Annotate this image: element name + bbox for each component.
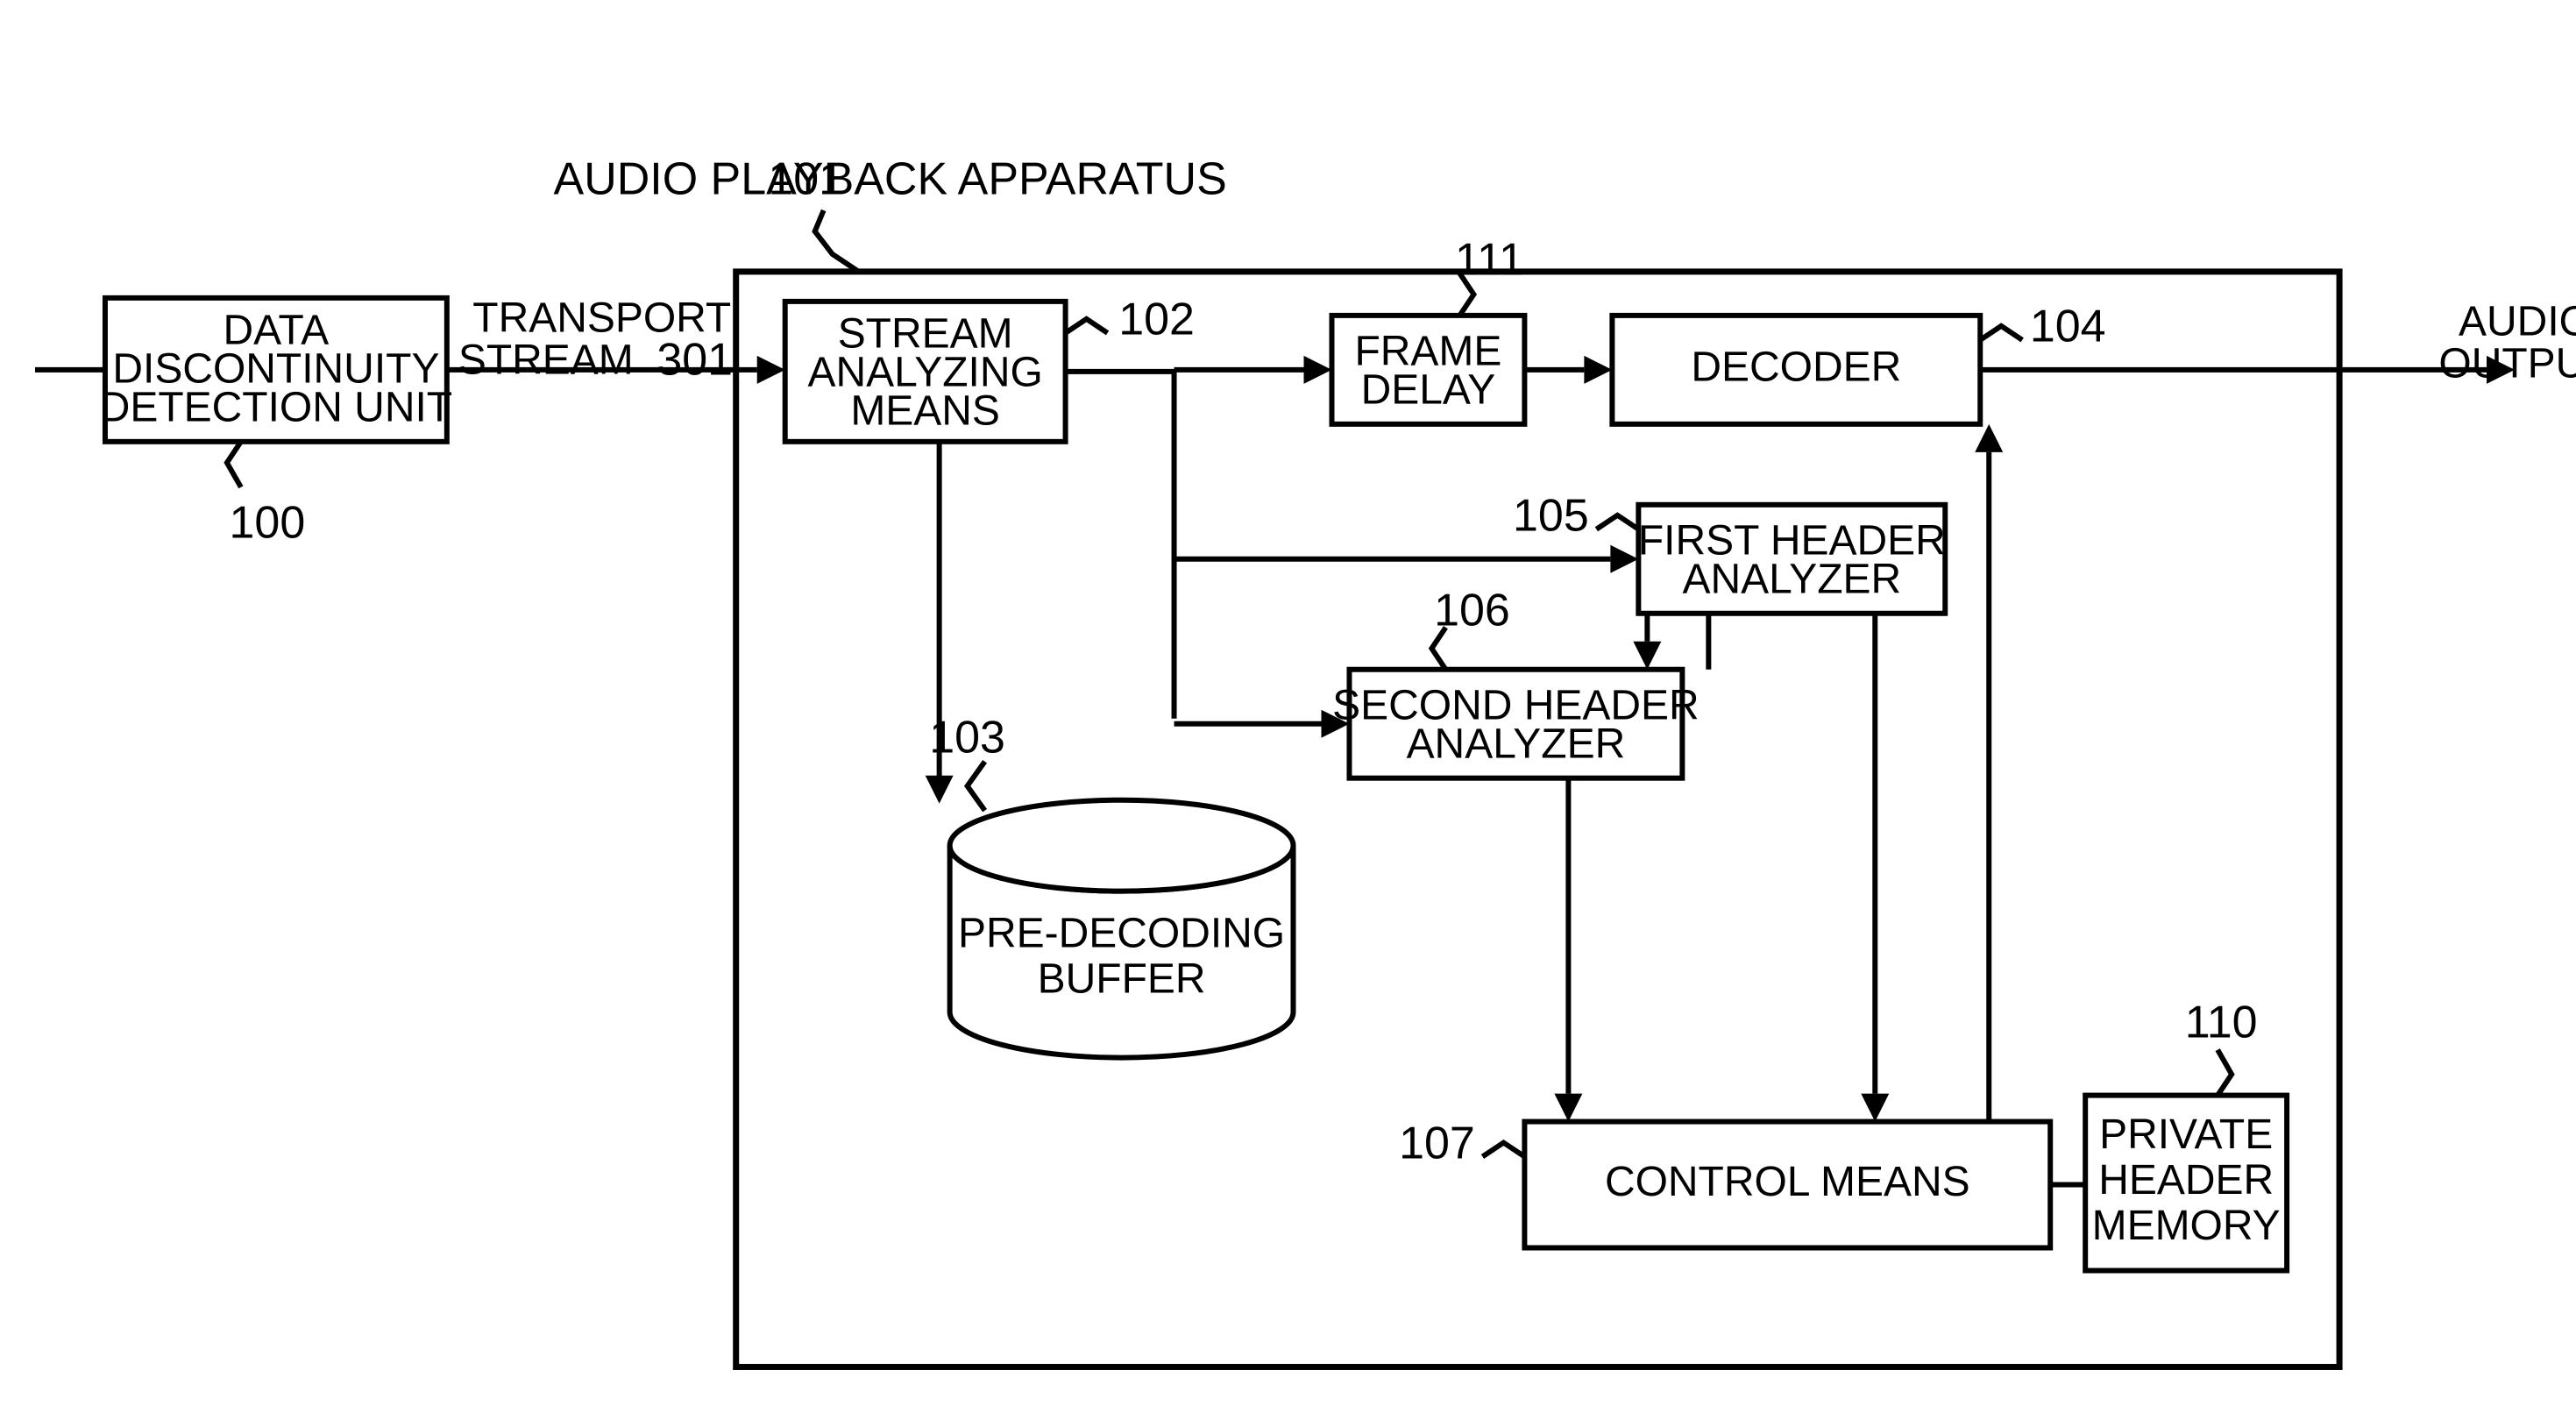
svg-text:BUFFER: BUFFER: [1038, 955, 1206, 1002]
svg-text:111: 111: [1455, 235, 1524, 286]
svg-text:100: 100: [230, 498, 306, 549]
svg-text:106: 106: [1434, 585, 1510, 636]
svg-text:HEADER: HEADER: [2098, 1157, 2274, 1204]
svg-text:MEANS: MEANS: [850, 388, 1000, 435]
svg-text:STREAM: STREAM: [458, 337, 634, 384]
svg-text:ANALYZER: ANALYZER: [1407, 721, 1626, 767]
svg-text:PRE-DECODING: PRE-DECODING: [958, 910, 1285, 956]
svg-text:DETECTION UNIT: DETECTION UNIT: [100, 385, 452, 431]
svg-text:DECODER: DECODER: [1691, 344, 1901, 391]
svg-text:CONTROL MEANS: CONTROL MEANS: [1605, 1159, 1970, 1205]
svg-text:110: 110: [2185, 997, 2258, 1047]
svg-text:AUDIO: AUDIO: [2459, 299, 2576, 345]
block-diagram: 101AUDIO PLAYBACK APPARATUSDATADISCONTIN…: [0, 0, 2576, 1405]
svg-text:301: 301: [656, 335, 733, 386]
svg-text:105: 105: [1513, 491, 1589, 542]
svg-text:PRIVATE: PRIVATE: [2099, 1111, 2273, 1158]
svg-text:107: 107: [1399, 1118, 1475, 1168]
svg-text:AUDIO PLAYBACK APPARATUS: AUDIO PLAYBACK APPARATUS: [554, 154, 1227, 205]
svg-text:DELAY: DELAY: [1361, 367, 1496, 414]
svg-text:104: 104: [2030, 302, 2106, 352]
svg-text:ANALYZER: ANALYZER: [1682, 556, 1901, 602]
svg-text:102: 102: [1118, 295, 1195, 345]
svg-text:OUTPUT: OUTPUT: [2438, 341, 2576, 387]
svg-text:MEMORY: MEMORY: [2092, 1203, 2281, 1249]
